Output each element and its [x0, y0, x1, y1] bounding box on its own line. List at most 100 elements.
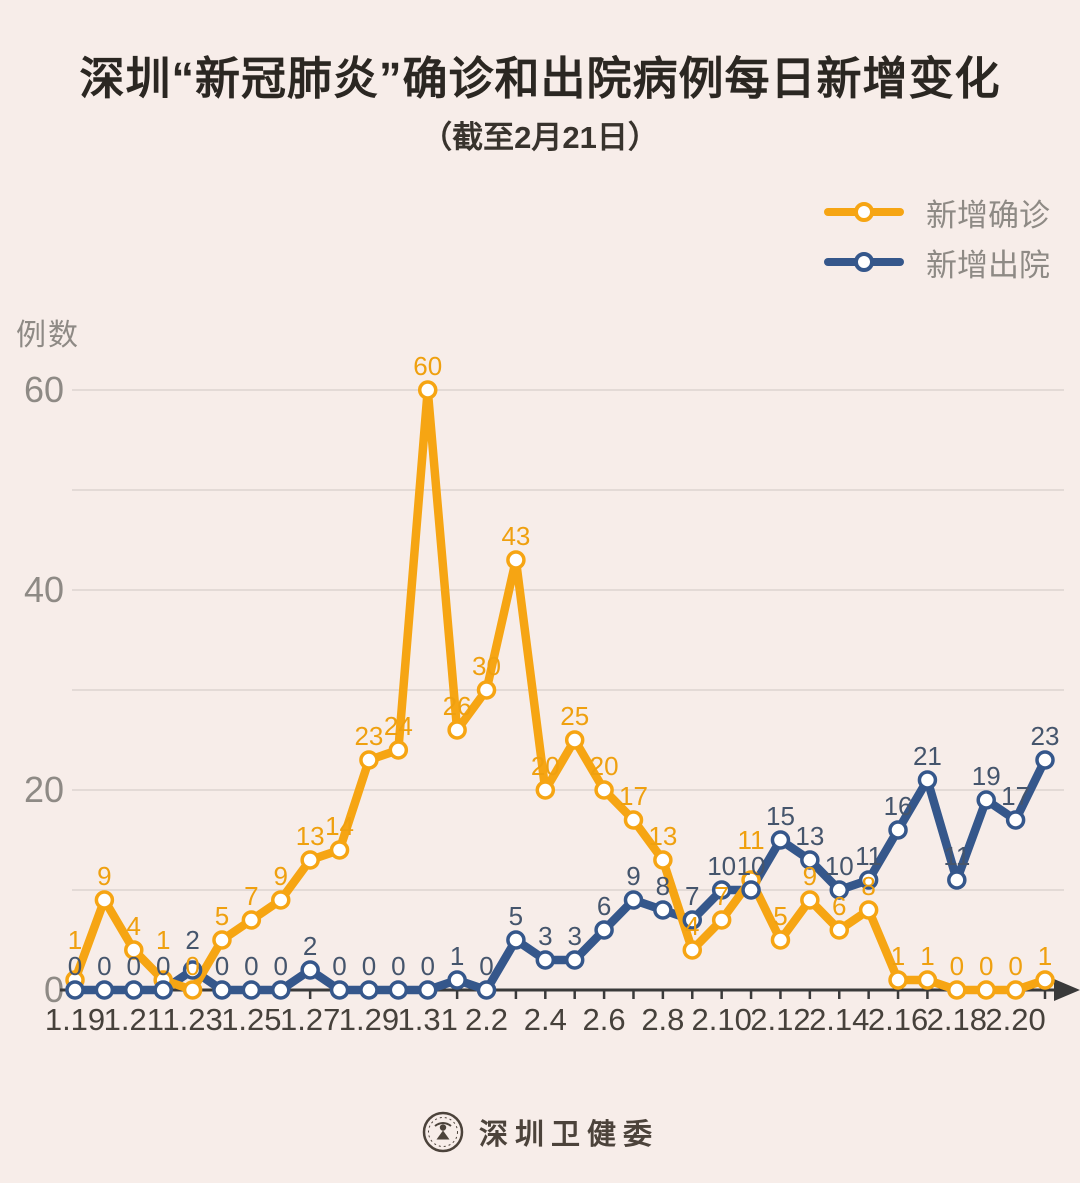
- confirmed-value-label: 1: [891, 941, 905, 971]
- x-tick-label: 2.12: [750, 1002, 810, 1037]
- discharged-data-point: [741, 880, 761, 900]
- discharged-value-label: 0: [215, 951, 229, 981]
- y-tick-label: 0: [44, 969, 64, 1010]
- confirmed-value-label: 0: [1008, 951, 1022, 981]
- confirmed-data-point: [594, 780, 614, 800]
- confirmed-data-point: [829, 920, 849, 940]
- confirmed-value-label: 13: [296, 821, 325, 851]
- x-tick-label: 1.27: [280, 1002, 340, 1037]
- footer-brand-text: 深圳卫健委: [478, 1119, 659, 1151]
- discharged-data-point: [182, 960, 203, 980]
- confirmed-data-point: [1035, 970, 1055, 990]
- confirmed-data-point: [359, 750, 379, 770]
- confirmed-data-point: [124, 940, 144, 960]
- confirmed-value-label: 1: [156, 925, 170, 955]
- discharged-data-point: [623, 890, 644, 910]
- discharged-data-point: [976, 790, 996, 810]
- confirmed-data-point: [417, 380, 438, 400]
- x-tick-label: 1.19: [45, 1002, 105, 1037]
- discharged-data-point: [770, 830, 791, 850]
- x-tick-label: 1.23: [162, 1002, 222, 1037]
- discharged-value-label: 16: [884, 791, 913, 821]
- discharged-data-point: [476, 980, 497, 1000]
- discharged-value-label: 13: [795, 821, 824, 851]
- legend-item-discharged: 新增出院: [824, 244, 1050, 283]
- confirmed-value-label: 9: [803, 861, 817, 891]
- confirmed-data-point: [182, 980, 203, 1000]
- discharged-line-swatch-icon: [824, 252, 904, 272]
- discharged-data-point: [1005, 810, 1026, 830]
- confirmed-data-point: [858, 900, 879, 920]
- discharged-data-point: [212, 980, 232, 1000]
- confirmed-data-point: [711, 910, 732, 930]
- series-discharged-line: [70, 755, 1050, 995]
- confirmed-data-point: [947, 980, 967, 1000]
- discharged-data-point: [124, 980, 144, 1000]
- discharged-data-point: [800, 850, 820, 870]
- confirmed-data-point: [476, 680, 497, 700]
- confirmed-data-point: [535, 780, 556, 800]
- legend-item-confirmed: 新增确诊: [824, 194, 1050, 233]
- confirmed-value-label: 9: [274, 861, 288, 891]
- confirmed-data-point: [564, 730, 585, 750]
- confirmed-value-label: 20: [590, 751, 619, 781]
- confirmed-value-label: 1: [1038, 941, 1052, 971]
- confirmed-data-point: [682, 940, 703, 960]
- discharged-value-label: 1: [450, 941, 464, 971]
- discharged-value-label: 0: [332, 951, 346, 981]
- confirmed-value-label: 17: [619, 781, 648, 811]
- discharged-value-label: 10: [707, 851, 736, 881]
- discharged-data-point: [417, 980, 438, 1000]
- discharged-data-point: [506, 930, 526, 950]
- confirmed-value-label: 0: [185, 951, 199, 981]
- discharged-marker-icon: [854, 252, 874, 272]
- legend: 新增确诊 新增出院: [824, 194, 1050, 283]
- y-tick-label: 20: [24, 769, 64, 810]
- confirmed-data-point: [623, 810, 644, 830]
- x-tick-label: 2.10: [691, 1002, 751, 1037]
- confirmed-marker-icon: [854, 202, 874, 222]
- chart-subtitle: （截至2月21日）: [421, 120, 659, 155]
- discharged-value-label: 6: [597, 891, 611, 921]
- discharged-value-label: 0: [97, 951, 111, 981]
- confirmed-data-point: [212, 930, 232, 950]
- y-tick-label: 40: [24, 569, 64, 610]
- confirmed-value-label: 1: [68, 925, 82, 955]
- confirmed-data-point: [388, 740, 409, 760]
- discharged-value-label: 17: [1001, 781, 1030, 811]
- discharged-data-point: [300, 960, 320, 980]
- discharged-data-point: [359, 980, 379, 1000]
- discharged-data-point: [65, 980, 85, 1000]
- discharged-value-label: 19: [972, 761, 1001, 791]
- discharged-value-label: 8: [656, 871, 670, 901]
- discharged-data-point: [653, 900, 673, 920]
- confirmed-value-label: 6: [832, 891, 846, 921]
- discharged-value-label: 10: [825, 851, 854, 881]
- discharged-value-label: 3: [538, 921, 552, 951]
- discharged-value-label: 0: [391, 951, 405, 981]
- discharged-value-label: 0: [420, 951, 434, 981]
- confirmed-data-point: [888, 970, 908, 990]
- confirmed-data-point: [300, 850, 320, 870]
- discharged-value-label: 2: [303, 931, 317, 961]
- discharged-value-label: 9: [626, 861, 640, 891]
- confirmed-value-label: 9: [97, 861, 111, 891]
- confirmed-data-point: [653, 850, 673, 870]
- confirmed-value-label: 0: [950, 951, 964, 981]
- confirmed-value-label: 7: [244, 881, 258, 911]
- x-tick-label: 2.16: [868, 1002, 928, 1037]
- discharged-data-point: [447, 970, 467, 990]
- y-axis-title: 例数: [16, 319, 80, 352]
- x-tick-label: 2.14: [809, 1002, 869, 1037]
- confirmed-value-label: 60: [413, 351, 442, 381]
- discharged-data-point: [535, 950, 556, 970]
- x-tick-label: 1.21: [104, 1002, 164, 1037]
- footer-brand: 深圳卫健委: [0, 1106, 1080, 1158]
- discharged-value-label: 3: [567, 921, 581, 951]
- confirmed-value-label: 8: [861, 871, 875, 901]
- confirmed-value-label: 43: [501, 521, 530, 551]
- confirmed-data-point: [976, 980, 996, 1000]
- discharged-value-label: 5: [509, 901, 523, 931]
- confirmed-data-point: [271, 890, 291, 910]
